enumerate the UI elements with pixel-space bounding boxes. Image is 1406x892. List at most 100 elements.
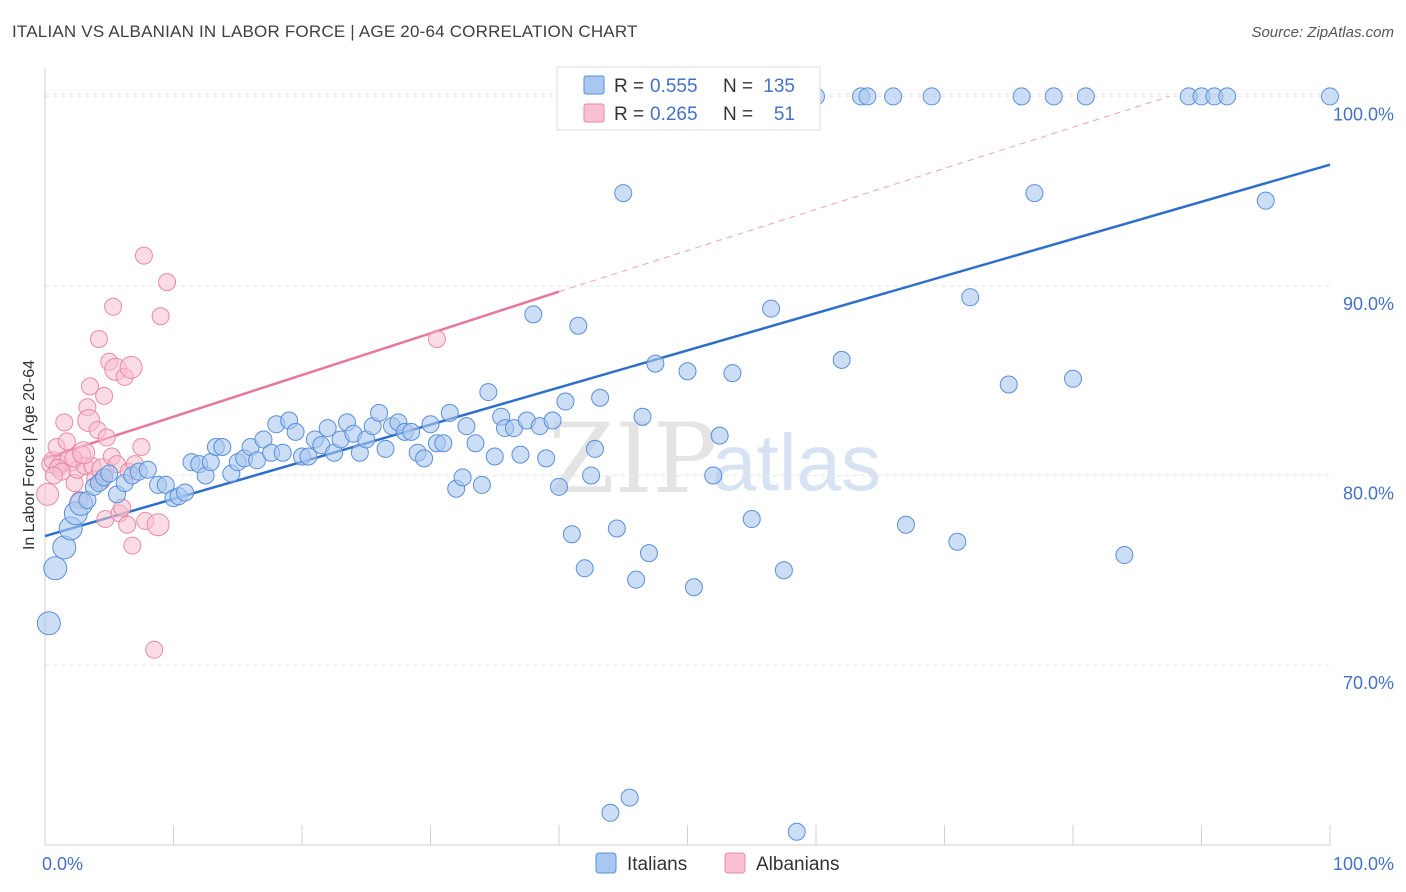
italians-point (575, 559, 594, 578)
italians-point (961, 288, 980, 307)
albanians-point (145, 640, 164, 659)
y-tick-label-1: 80.0% (1343, 483, 1394, 503)
italians-point (896, 515, 915, 534)
italians-point (620, 788, 639, 807)
italians-point (201, 453, 220, 472)
italians-point (466, 434, 485, 453)
albanians-point (158, 273, 177, 292)
albanians-point (89, 330, 108, 349)
albanians-point (57, 432, 76, 451)
y-tick-label-3: 100.0% (1333, 104, 1394, 124)
legend-swatch-albanians (583, 103, 605, 123)
albanians-trend-dashed (558, 95, 1170, 293)
legend-r-label-italians: R = (614, 76, 644, 97)
italians-point (884, 87, 903, 106)
italians-point (1044, 87, 1063, 106)
watermark: ZIP atlas (548, 403, 881, 515)
italians-point (176, 483, 195, 502)
italians-point (299, 447, 318, 466)
y-tick-label-2: 90.0% (1343, 294, 1394, 314)
italians-point (485, 447, 504, 466)
italians-point (601, 803, 620, 822)
italians-point (678, 362, 697, 381)
italians-point (723, 364, 742, 383)
italians-point (569, 316, 588, 335)
legend-swatch-italians (583, 75, 605, 95)
italians-point (704, 466, 723, 485)
italians-point (787, 822, 806, 841)
italians-point (440, 403, 459, 422)
italians-point (543, 411, 562, 430)
x-tick-min: 0.0% (42, 854, 83, 874)
italians-point (633, 407, 652, 426)
legend-top: R = 0.555 N = 135 R = 0.265 N = 51 (556, 66, 821, 131)
italians-point (1012, 87, 1031, 106)
italians-point (36, 611, 61, 636)
italians-point (614, 184, 633, 203)
italians-point (457, 417, 476, 436)
italians-point (479, 383, 498, 402)
italians-point (1076, 87, 1095, 106)
italians-trend-line (44, 163, 1331, 538)
italians-point (1321, 87, 1339, 106)
albanians-point (119, 355, 143, 379)
chart-title: ITALIAN VS ALBANIAN IN LABOR FORCE | AGE… (12, 22, 638, 41)
albanians-trend-line (44, 290, 560, 460)
legend-r-label-albanians: R = (614, 104, 644, 125)
italians-point (273, 443, 292, 462)
albanians-point (55, 413, 74, 432)
bottom-legend-label-albanians: Albanians (756, 854, 839, 875)
albanians-point (123, 536, 142, 555)
italians-point (213, 438, 232, 457)
legend-n-value-italians: 135 (763, 76, 795, 97)
italians-point (1064, 369, 1082, 388)
albanians-point (118, 515, 137, 534)
italians-point (286, 422, 305, 441)
italians-point (248, 451, 267, 470)
italians-point (511, 445, 530, 464)
bottom-legend-swatch-italians (595, 852, 617, 874)
italians-point (1115, 546, 1134, 565)
legend-r-value-italians: 0.555 (650, 76, 698, 97)
italians-points (36, 87, 1339, 841)
italians-point (537, 449, 556, 468)
italians-point (254, 430, 273, 449)
y-tick-label-0: 70.0% (1343, 673, 1394, 693)
italians-point (156, 475, 175, 494)
italians-point (556, 392, 575, 411)
albanians-point (80, 377, 99, 396)
italians-point (585, 439, 604, 458)
legend-n-label-italians: N = (723, 76, 753, 97)
italians-point (710, 426, 729, 445)
italians-point (646, 354, 665, 373)
italians-point (639, 544, 658, 563)
italians-point (582, 466, 601, 485)
albanians-point (104, 297, 123, 316)
bottom-legend-swatch-albanians (724, 852, 746, 874)
italians-point (922, 87, 941, 106)
italians-point (415, 449, 434, 468)
y-tick-labels: 70.0% 80.0% 90.0% 100.0% (1333, 104, 1394, 693)
italians-point (1256, 191, 1275, 210)
italians-point (138, 460, 157, 479)
italians-point (524, 305, 543, 324)
italians-point (434, 434, 453, 453)
italians-point (684, 578, 703, 597)
italians-point (100, 464, 119, 483)
chart-source: Source: ZipAtlas.com (1251, 24, 1394, 41)
italians-point (999, 375, 1018, 394)
legend-n-value-albanians: 51 (774, 104, 795, 125)
albanians-point (427, 330, 446, 349)
albanians-point (97, 428, 116, 447)
italians-point (43, 556, 68, 581)
italians-point (562, 525, 581, 544)
italians-point (607, 519, 626, 538)
albanians-point (151, 307, 170, 326)
italians-point (774, 561, 793, 580)
albanians-point (72, 441, 96, 465)
italians-point (453, 468, 472, 487)
italians-point (1025, 184, 1044, 203)
albanians-point (36, 482, 60, 506)
italians-point (832, 350, 851, 369)
bottom-legend-label-italians: Italians (627, 854, 687, 875)
